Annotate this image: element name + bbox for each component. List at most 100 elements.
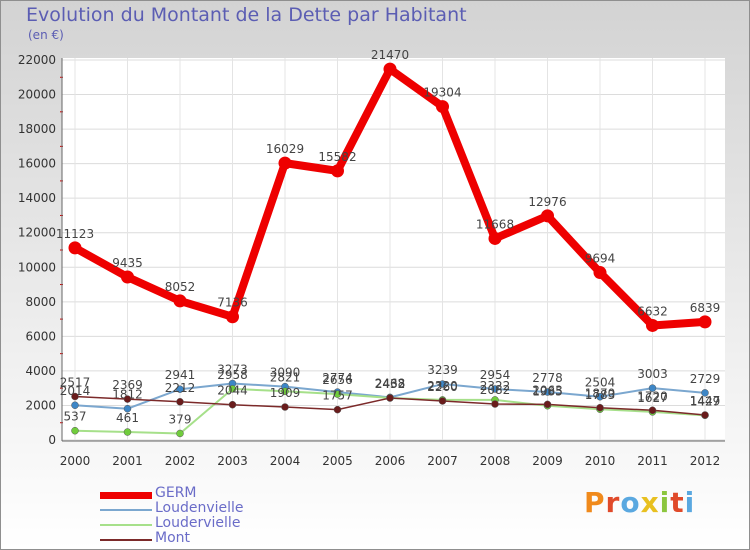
data-label: 1429 — [690, 394, 721, 408]
data-point — [488, 231, 502, 245]
data-label: 1627 — [637, 391, 668, 405]
legend-swatch — [100, 539, 152, 541]
y-tick-label: 12000 — [18, 226, 56, 240]
x-tick-label: 2006 — [375, 454, 406, 468]
data-label: 2729 — [690, 372, 721, 386]
data-label: 3239 — [427, 363, 458, 377]
x-tick-label: 2001 — [112, 454, 143, 468]
legend-label: GERM — [155, 485, 197, 501]
logo-letter: o — [620, 486, 641, 519]
data-point — [438, 380, 447, 388]
data-label: 2369 — [112, 378, 143, 392]
data-label: 2954 — [480, 368, 511, 382]
data-label: 11668 — [476, 217, 514, 231]
x-tick-label: 2003 — [217, 454, 248, 468]
logo-letter: i — [659, 486, 671, 519]
data-point — [281, 403, 289, 411]
data-label: 2082 — [480, 383, 511, 397]
logo-letter: x — [640, 486, 660, 519]
chart-title: Evolution du Montant de la Dette par Hab… — [26, 4, 467, 26]
data-label: 1783 — [585, 388, 616, 402]
x-tick-label: 2010 — [585, 454, 616, 468]
legend-label: Loudenvielle — [155, 500, 244, 516]
data-point — [701, 389, 709, 397]
y-tick-label: 6000 — [25, 329, 56, 343]
y-tick-label: 8000 — [25, 295, 56, 309]
data-point — [173, 294, 187, 308]
data-point — [543, 400, 552, 409]
data-label: 7136 — [217, 296, 248, 310]
data-label: 8052 — [165, 280, 196, 294]
data-point — [491, 400, 499, 408]
data-label: 2504 — [585, 376, 616, 390]
logo-letter: i — [684, 486, 696, 519]
data-point — [383, 62, 397, 76]
data-point — [228, 385, 237, 393]
logo-letter: P — [584, 486, 606, 519]
data-point — [596, 392, 604, 401]
data-point — [176, 385, 184, 393]
data-label: 2014 — [60, 384, 91, 398]
data-point — [71, 392, 79, 401]
data-point — [596, 403, 604, 412]
y-tick-label: 2000 — [25, 398, 56, 412]
data-point — [386, 394, 394, 402]
data-point — [123, 428, 132, 436]
data-label: 16029 — [266, 142, 304, 156]
legend-swatch — [100, 524, 152, 526]
data-label: 9694 — [585, 252, 616, 266]
data-point — [438, 397, 447, 405]
data-label: 11123 — [56, 227, 94, 241]
data-label: 3090 — [270, 366, 301, 380]
x-tick-label: 2002 — [165, 454, 196, 468]
data-point — [436, 100, 449, 114]
data-point — [121, 270, 134, 284]
data-label: 15582 — [318, 150, 356, 164]
data-label: 2941 — [165, 368, 196, 382]
legend-swatch — [100, 491, 152, 499]
x-tick-label: 2000 — [60, 454, 91, 468]
data-label: 1757 — [322, 389, 353, 403]
data-label: 1870 — [585, 387, 616, 401]
data-point — [278, 156, 292, 170]
data-label: 2433 — [375, 377, 406, 391]
chart-subtitle: (en €) — [28, 28, 64, 42]
data-point — [123, 404, 132, 413]
legend-swatch — [100, 509, 152, 511]
data-label: 2517 — [60, 376, 91, 390]
data-label: 2656 — [322, 373, 353, 387]
data-point — [281, 387, 289, 396]
y-tick-label: 16000 — [18, 157, 56, 171]
data-point — [176, 429, 184, 438]
logo-letter: t — [670, 486, 685, 519]
data-point — [226, 310, 239, 324]
data-label: 461 — [116, 411, 139, 425]
x-tick-label: 2012 — [690, 454, 721, 468]
data-point — [68, 241, 82, 255]
data-point — [71, 401, 79, 409]
data-point — [593, 266, 607, 280]
data-label: 2468 — [375, 376, 406, 390]
proxiti-logo: Proxiti — [584, 486, 695, 519]
data-point — [698, 315, 712, 329]
data-label: 537 — [64, 410, 87, 424]
data-label: 2774 — [322, 371, 353, 385]
series-mont: 2517 2369 2212 2044 1909 1757 2433 2260 2082 2063… — [60, 376, 720, 419]
data-label: 1909 — [270, 386, 301, 400]
data-point — [331, 164, 344, 178]
y-tick-label: 4000 — [25, 364, 56, 378]
data-point — [333, 390, 342, 398]
data-label: 9435 — [112, 256, 143, 270]
y-tick-label: 14000 — [18, 191, 56, 205]
series-germ: 11123 9435 8052 7136 16029 15582 21470 19304 116… — [56, 48, 720, 332]
data-label: 19304 — [423, 86, 461, 100]
data-point — [176, 398, 184, 406]
data-label: 3273 — [217, 362, 248, 376]
y-tick-label: 20000 — [18, 88, 56, 102]
data-label: 1720 — [637, 389, 668, 403]
data-point — [648, 406, 657, 415]
data-point — [333, 405, 342, 414]
data-label: 2322 — [480, 379, 511, 393]
data-point — [491, 385, 499, 393]
